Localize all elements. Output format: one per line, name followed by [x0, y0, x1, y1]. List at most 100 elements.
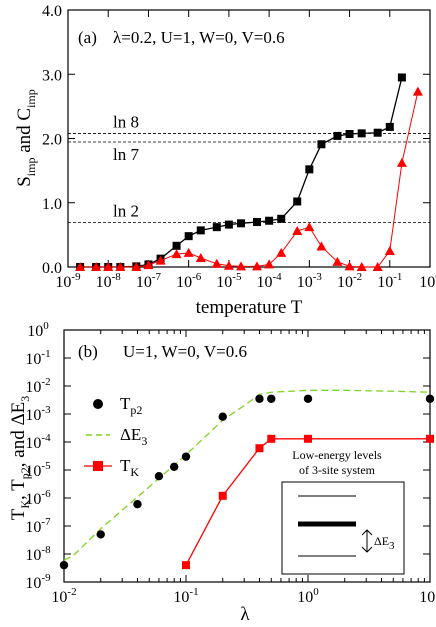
data-point — [103, 262, 114, 271]
y-tick-label: 10-7 — [25, 516, 51, 536]
x-tick-label: 10-3 — [297, 271, 323, 291]
inset-arrow-head-bottom — [361, 546, 373, 553]
y-tick-label: 3.0 — [42, 67, 62, 84]
data-point — [236, 219, 245, 228]
x-tick-label: 10-9 — [55, 271, 81, 291]
y-label-b-b-sub: p2 — [18, 467, 32, 479]
x-tick-label: 10-2 — [51, 586, 76, 606]
y-tick-label: 10-8 — [25, 544, 51, 564]
data-point — [277, 214, 286, 223]
inset-delta-label: ΔE3 — [374, 534, 395, 552]
data-point — [184, 232, 193, 241]
legend-marker-tk — [93, 461, 103, 471]
data-point — [264, 259, 275, 269]
y-tick-label: 10-9 — [25, 572, 51, 592]
data-point — [252, 261, 263, 271]
x-tick-label: 101 — [419, 586, 436, 606]
y-tick-label: 1.0 — [42, 196, 62, 213]
x-axis-label-b: λ — [240, 604, 250, 625]
data-point — [91, 262, 102, 271]
x-tick-label: 10-1 — [173, 586, 198, 606]
y-label-b-c-sub: 3 — [18, 396, 32, 402]
y-label-s-sub: imp — [24, 158, 38, 177]
data-point — [143, 260, 154, 270]
panel-params-b: U=1, W=0, V=0.6 — [123, 342, 247, 361]
x-ticks-b: 10-2 10-1 100 101 — [51, 330, 436, 606]
y-ticks-b: 10-9 10-8 10-7 10-6 10-5 10-4 10-3 10-2 10-1 100 — [25, 320, 430, 592]
data-point — [303, 394, 313, 403]
y-label-c-sub: imp — [24, 89, 38, 108]
data-point — [211, 258, 222, 268]
y-axis-label-a: Simp and Cimp — [14, 89, 38, 187]
reference-lines-a: ln 8 ln 7 ln 2 — [68, 112, 430, 223]
inset-arrow-head-top — [361, 529, 373, 536]
data-point — [253, 218, 262, 227]
series-s-imp — [76, 73, 406, 271]
plot-frame-a — [67, 9, 431, 268]
x-tick-label: 10-8 — [96, 271, 122, 291]
series-line — [185, 438, 430, 566]
data-point — [304, 222, 315, 232]
series-group-a — [75, 73, 423, 271]
inset-energy-levels: Low-energy levels of 3-site system ΔE3 — [281, 448, 405, 575]
data-point — [267, 434, 276, 443]
data-point — [224, 220, 233, 229]
panel-params-a: λ=0.2, U=1, W=0, V=0.6 — [113, 28, 285, 47]
data-point — [426, 434, 434, 443]
x-tick-label: 100 — [419, 271, 436, 291]
y-label-b-a-sub: K — [18, 500, 32, 509]
data-point — [412, 86, 423, 96]
data-point — [317, 140, 326, 149]
data-point — [171, 249, 182, 259]
data-point — [255, 394, 264, 403]
data-point — [155, 255, 166, 265]
x-tick-label: 10-5 — [216, 271, 242, 291]
series-line — [63, 389, 431, 561]
data-point — [223, 260, 234, 270]
data-point — [183, 247, 194, 257]
inset-levels — [298, 495, 356, 557]
data-point — [212, 223, 221, 232]
data-point — [356, 262, 367, 271]
series-tp2 — [59, 394, 435, 570]
y-tick-label: 10-5 — [25, 460, 51, 480]
reference-line-label: ln 8 — [113, 112, 139, 131]
inset-title-line-2: of 3-site system — [299, 463, 376, 477]
data-point — [75, 262, 86, 271]
series-group-b — [59, 389, 435, 570]
x-axis-label-a: temperature T — [196, 297, 303, 318]
y-label-b-b: , T — [8, 479, 29, 500]
data-point — [345, 130, 354, 139]
data-point — [265, 216, 274, 225]
y-axis-label-b: TK, Tp2, and ΔE3 — [8, 396, 32, 521]
x-tick-label: 10-2 — [337, 271, 362, 291]
data-point — [218, 491, 227, 500]
x-tick-label: 10-7 — [136, 271, 162, 291]
data-point — [304, 434, 312, 443]
data-point — [292, 226, 303, 236]
panel-a: ln 8 ln 7 ln 2 10-9 10-8 10-7 10-6 10-5 10-4 10-… — [14, 3, 436, 318]
y-label-s: S — [14, 176, 35, 187]
legend-label-tk: TK — [120, 456, 139, 479]
inset-frame — [281, 481, 405, 575]
x-tick-label: 10-1 — [377, 271, 402, 291]
data-point — [372, 262, 383, 271]
data-point — [384, 245, 395, 255]
y-tick-label: 10-4 — [25, 432, 51, 452]
panel-label-a: (a) — [78, 28, 97, 47]
series-tk — [182, 434, 434, 570]
x-tick-label: 100 — [297, 586, 319, 606]
y-tick-label: 100 — [27, 320, 49, 340]
data-point — [357, 129, 366, 138]
data-point — [385, 122, 394, 131]
data-point — [218, 412, 227, 421]
data-point — [169, 462, 179, 472]
data-point — [133, 500, 142, 509]
y-tick-label: 0.0 — [42, 260, 62, 277]
panel-label-b: (b) — [78, 342, 98, 361]
series-line — [80, 77, 403, 268]
legend-label-de3: ΔE3 — [120, 425, 147, 448]
y-tick-label: 10-3 — [25, 404, 51, 424]
x-tick-label: 10-4 — [257, 271, 283, 291]
data-point — [172, 241, 181, 250]
